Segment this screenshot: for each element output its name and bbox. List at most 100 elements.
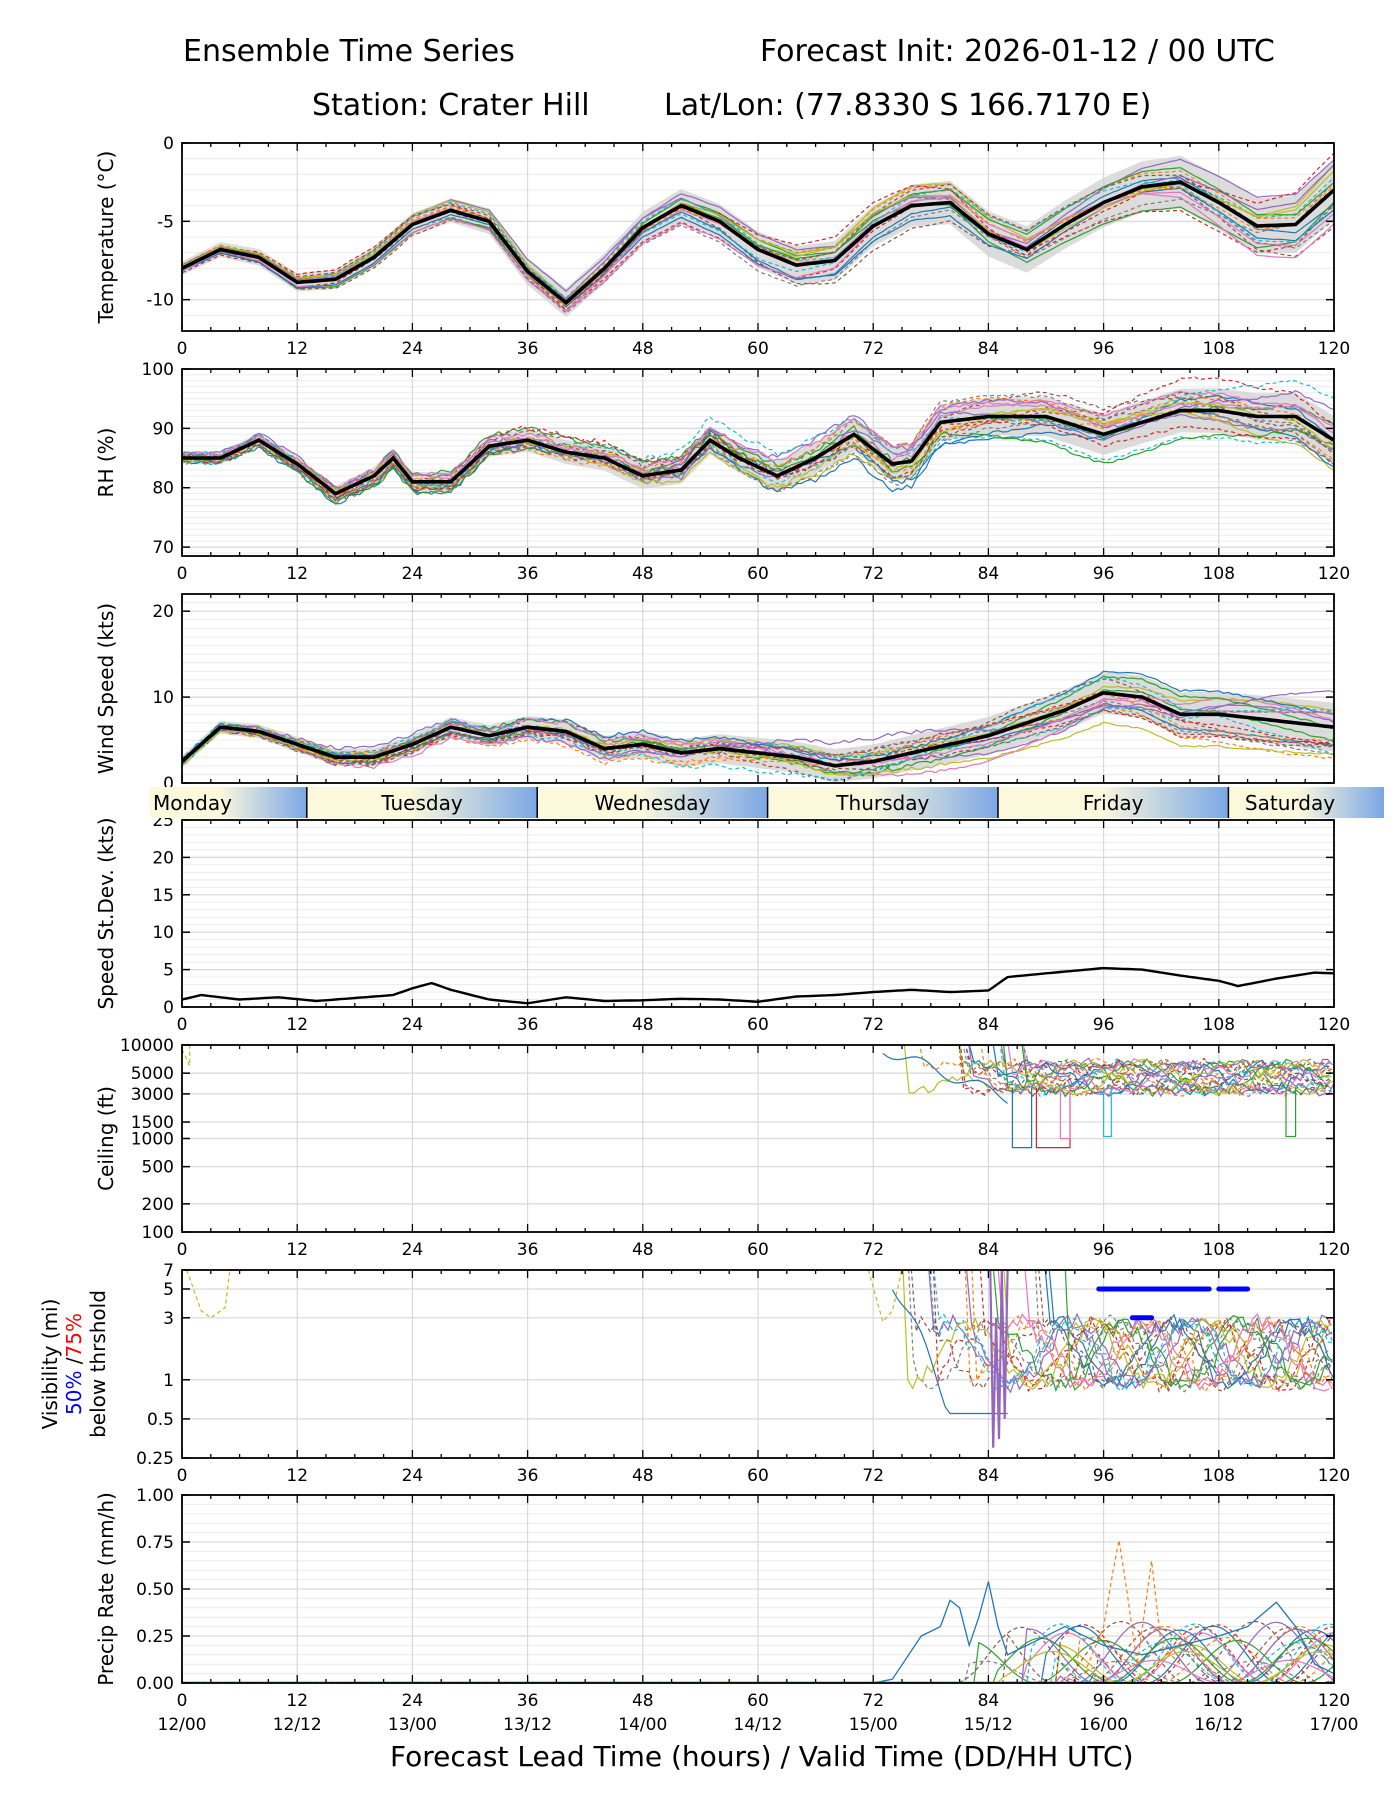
y-axis-label: Visibility (mi) bbox=[38, 1299, 62, 1430]
y-tick-label: 80 bbox=[152, 479, 174, 499]
member-line bbox=[182, 709, 1334, 771]
y-tick-label: 10 bbox=[152, 688, 174, 708]
plot-area-temperature bbox=[182, 152, 1334, 318]
member-line bbox=[957, 1270, 1333, 1387]
x-tick-label: 120 bbox=[1318, 564, 1350, 584]
member-line bbox=[182, 152, 1334, 308]
x-tick-label: 96 bbox=[1093, 1466, 1115, 1486]
x-tick-label: 36 bbox=[517, 1240, 539, 1260]
valid-time-label: 15/00 bbox=[849, 1715, 898, 1735]
y-tick-label: 0 bbox=[163, 134, 174, 154]
x-tick-label: 12 bbox=[286, 564, 308, 584]
threshold-50-label: 50% bbox=[62, 1371, 86, 1415]
x-ticks: 0 12 24 36 48 60 72 84 96 108 120 bbox=[177, 1270, 1350, 1486]
y-tick-label: 0.25 bbox=[136, 1449, 174, 1469]
member-line bbox=[999, 1045, 1332, 1095]
member-line bbox=[182, 691, 1334, 760]
x-tick-label: 108 bbox=[1203, 1240, 1235, 1260]
member-line bbox=[919, 1270, 1333, 1392]
x-tick-label: 120 bbox=[1318, 1015, 1350, 1035]
x-tick-label: 108 bbox=[1203, 1466, 1235, 1486]
y-tick-label: 15 bbox=[152, 886, 174, 906]
member-line bbox=[182, 675, 1334, 775]
member-line bbox=[182, 181, 1334, 302]
panel-precip_rate: 1.00 0.75 0.50 0.25 0.000 12 24 36 48 60 72 84 96 108… bbox=[94, 1486, 1350, 1711]
valid-time-label: 12/00 bbox=[158, 1715, 207, 1735]
x-tick-label: 0 bbox=[177, 1015, 188, 1035]
y-tick-label: 3000 bbox=[131, 1085, 174, 1105]
y-tick-label: 1500 bbox=[131, 1113, 174, 1133]
plot-area-ceiling bbox=[182, 1045, 1334, 1149]
x-tick-label: 12 bbox=[286, 339, 308, 359]
x-ticks: 0 12 24 36 48 60 72 84 96 108 120 bbox=[177, 369, 1350, 584]
lat-lon: Lat/Lon: (77.8330 S 166.7170 E) bbox=[664, 88, 1152, 123]
x-tick-label: 0 bbox=[177, 339, 188, 359]
x-tick-label: 96 bbox=[1093, 339, 1115, 359]
member-line bbox=[888, 1270, 1331, 1390]
valid-time-label: 12/12 bbox=[273, 1715, 322, 1735]
spread-band bbox=[182, 672, 1334, 783]
x-tick-label: 96 bbox=[1093, 1240, 1115, 1260]
x-tick-label: 108 bbox=[1203, 1015, 1235, 1035]
member-line bbox=[182, 721, 1334, 777]
day-cell bbox=[306, 787, 538, 818]
x-tick-label: 12 bbox=[286, 1240, 308, 1260]
y-axis-label: Temperature (°C) bbox=[94, 151, 118, 325]
y-tick-label: 10 bbox=[152, 923, 174, 943]
x-tick-label: 120 bbox=[1318, 1466, 1350, 1486]
day-cell bbox=[537, 787, 768, 818]
x-tick-label: 84 bbox=[978, 1466, 1000, 1486]
x-tick-label: 60 bbox=[747, 1015, 769, 1035]
member-line bbox=[897, 1270, 1334, 1393]
x-tick-label: 84 bbox=[978, 1691, 1000, 1711]
x-tick-label: 84 bbox=[978, 1240, 1000, 1260]
member-line bbox=[915, 1270, 1334, 1393]
x-tick-label: 48 bbox=[632, 1015, 654, 1035]
x-tick-label: 36 bbox=[517, 1015, 539, 1035]
x-tick-label: 96 bbox=[1093, 1015, 1115, 1035]
ensemble-mean-line bbox=[182, 180, 1334, 306]
member-line bbox=[895, 1045, 1333, 1098]
x-tick-label: 84 bbox=[978, 1015, 1000, 1035]
x-tick-label: 72 bbox=[862, 1240, 884, 1260]
y-tick-label: -5 bbox=[157, 212, 174, 232]
x-ticks: 0 12 24 36 48 60 72 84 96 108 120 bbox=[177, 820, 1350, 1035]
member-line bbox=[182, 170, 1334, 306]
ceiling-dip bbox=[1059, 1087, 1071, 1140]
plot-area-rh bbox=[182, 376, 1334, 505]
member-line bbox=[950, 1270, 1331, 1393]
ceiling-dip bbox=[1011, 1087, 1033, 1149]
y-tick-label: 90 bbox=[152, 419, 174, 439]
station-name: Station: Crater Hill bbox=[312, 88, 590, 123]
y-tick-label: 0.75 bbox=[136, 1533, 174, 1553]
y-tick-label: -10 bbox=[146, 291, 174, 311]
x-tick-label: 84 bbox=[978, 339, 1000, 359]
valid-time-label: 13/00 bbox=[388, 1715, 437, 1735]
y-tick-label: 0 bbox=[163, 998, 174, 1018]
member-line bbox=[934, 1045, 1334, 1096]
day-cell bbox=[998, 787, 1229, 818]
y-tick-label: 500 bbox=[142, 1158, 174, 1178]
y-axis-label: RH (%) bbox=[94, 428, 118, 498]
forecast-init: Forecast Init: 2026-01-12 / 00 UTC bbox=[760, 34, 1275, 69]
x-tick-label: 12 bbox=[286, 1466, 308, 1486]
y-tick-label: 0.5 bbox=[147, 1410, 174, 1430]
day-label: Wednesday bbox=[595, 791, 711, 815]
y-tick-label: 100 bbox=[142, 360, 174, 380]
x-tick-label: 36 bbox=[517, 339, 539, 359]
x-ticks: 0 12 24 36 48 60 72 84 96 108 120 bbox=[177, 1045, 1350, 1260]
member-line bbox=[182, 401, 1334, 495]
member-line bbox=[969, 1045, 1330, 1097]
y-tick-label: 0.25 bbox=[136, 1627, 174, 1647]
y-axis-label: below thrshold bbox=[86, 1290, 110, 1438]
y-ticks: 75 3 1 0.5 0.25 bbox=[136, 1261, 1334, 1469]
x-tick-label: 24 bbox=[402, 1466, 424, 1486]
member-line bbox=[934, 1045, 1333, 1096]
y-tick-label: 0.50 bbox=[136, 1580, 174, 1600]
member-line bbox=[999, 1045, 1331, 1097]
y-ticks: 20 10 0 bbox=[152, 602, 1334, 794]
ensemble-mean-line bbox=[182, 408, 1334, 496]
